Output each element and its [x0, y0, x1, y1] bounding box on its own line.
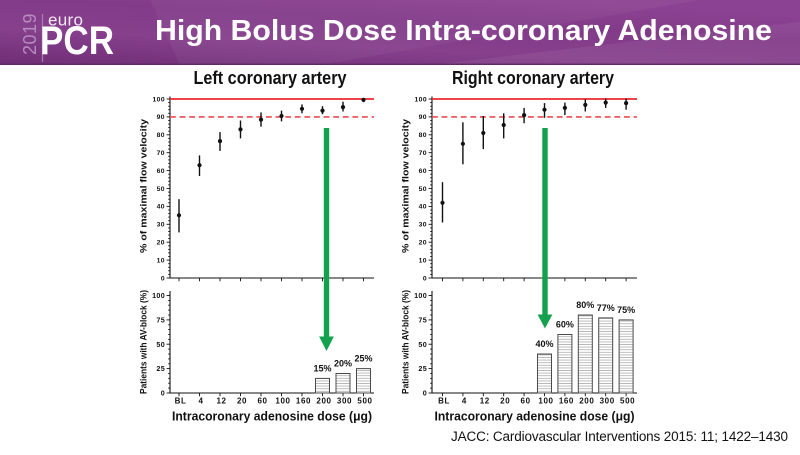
svg-text:Patients with AV-block (%): Patients with AV-block (%)	[401, 290, 411, 394]
svg-text:JACC: Cardiovascular Intervent: JACC: Cardiovascular Interventions 2015:…	[451, 429, 788, 444]
svg-text:160: 160	[559, 397, 574, 406]
svg-text:50: 50	[418, 340, 427, 349]
svg-text:euro: euro	[48, 11, 83, 30]
svg-text:90: 90	[157, 114, 165, 121]
svg-text:500: 500	[620, 397, 635, 406]
svg-text:Right coronary artery: Right coronary artery	[452, 68, 614, 88]
svg-text:PCR: PCR	[40, 19, 114, 63]
svg-text:80: 80	[157, 132, 165, 139]
svg-text:20: 20	[500, 397, 510, 406]
svg-text:300: 300	[600, 397, 615, 406]
svg-text:90: 90	[419, 114, 427, 121]
svg-text:30: 30	[419, 222, 427, 229]
svg-text:60: 60	[157, 168, 165, 175]
svg-text:0: 0	[423, 275, 427, 282]
svg-text:Intracoronary adenosine dose (: Intracoronary adenosine dose (μg)	[172, 410, 372, 424]
svg-text:10: 10	[157, 257, 165, 264]
svg-text:10: 10	[419, 257, 427, 264]
svg-text:50: 50	[157, 186, 165, 193]
svg-text:60: 60	[521, 397, 531, 406]
svg-text:20: 20	[157, 240, 165, 247]
svg-text:12: 12	[216, 397, 226, 406]
svg-text:200: 200	[316, 397, 331, 406]
svg-text:25: 25	[418, 364, 427, 373]
svg-text:500: 500	[357, 397, 372, 406]
svg-text:100: 100	[538, 397, 553, 406]
svg-text:0: 0	[161, 275, 165, 282]
svg-text:60: 60	[257, 397, 267, 406]
svg-text:40: 40	[419, 204, 427, 211]
svg-text:% of maximal flow velocity: % of maximal flow velocity	[401, 118, 411, 253]
svg-text:50: 50	[419, 186, 427, 193]
svg-text:40%: 40%	[535, 339, 553, 349]
svg-text:200: 200	[579, 397, 594, 406]
svg-text:BL: BL	[438, 397, 450, 406]
svg-text:% of maximal flow velocity: % of maximal flow velocity	[139, 118, 149, 253]
svg-text:25: 25	[156, 364, 165, 373]
svg-text:4: 4	[462, 397, 467, 406]
svg-text:30: 30	[157, 222, 165, 229]
svg-text:0: 0	[161, 389, 165, 398]
svg-text:75: 75	[418, 315, 427, 324]
svg-text:300: 300	[337, 397, 352, 406]
svg-text:60: 60	[419, 168, 427, 175]
svg-text:BL: BL	[175, 397, 187, 406]
svg-text:70: 70	[157, 150, 165, 157]
svg-text:60%: 60%	[556, 320, 574, 330]
svg-text:100: 100	[152, 96, 165, 103]
svg-text:High Bolus Dose Intra-coronary: High Bolus Dose Intra-coronary Adenosine	[155, 15, 772, 47]
svg-text:0: 0	[423, 389, 427, 398]
svg-text:80: 80	[419, 132, 427, 139]
svg-text:4: 4	[198, 397, 203, 406]
svg-text:Patients with AV-block (%): Patients with AV-block (%)	[139, 290, 149, 394]
svg-text:Intracoronary adenosine dose (: Intracoronary adenosine dose (μg)	[435, 410, 635, 424]
svg-text:160: 160	[296, 397, 311, 406]
svg-text:75: 75	[156, 315, 165, 324]
svg-text:15%: 15%	[313, 363, 331, 373]
svg-text:25%: 25%	[354, 354, 372, 364]
svg-text:100: 100	[152, 291, 165, 300]
svg-text:12: 12	[480, 397, 490, 406]
svg-text:70: 70	[419, 150, 427, 157]
svg-text:40: 40	[157, 204, 165, 211]
svg-text:77%: 77%	[597, 303, 615, 313]
svg-text:100: 100	[275, 397, 290, 406]
svg-text:Left coronary artery: Left coronary artery	[194, 68, 347, 88]
svg-text:20: 20	[237, 397, 247, 406]
svg-text:100: 100	[414, 291, 427, 300]
svg-text:50: 50	[156, 340, 165, 349]
svg-text:75%: 75%	[617, 305, 635, 315]
svg-text:2019: 2019	[20, 13, 40, 55]
svg-text:20%: 20%	[334, 359, 352, 369]
svg-text:80%: 80%	[576, 300, 594, 310]
svg-text:20: 20	[419, 240, 427, 247]
svg-text:100: 100	[414, 96, 427, 103]
